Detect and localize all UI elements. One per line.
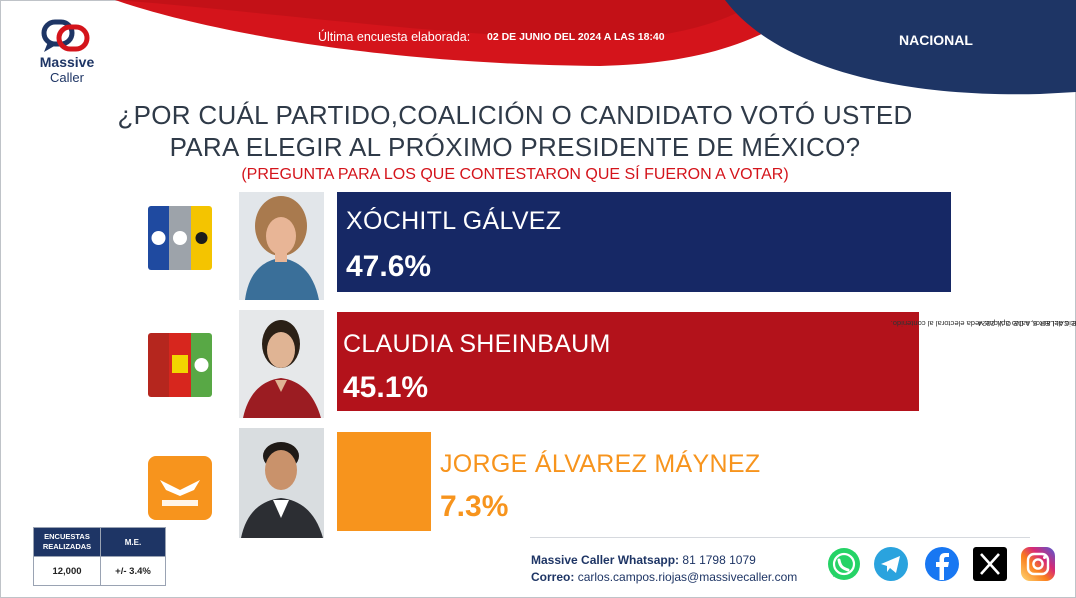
header-swoosh xyxy=(115,0,1076,95)
candidate-name-jorge: JORGE ÁLVAREZ MÁYNEZ xyxy=(440,450,761,478)
question-line2: PARA ELEGIR AL PRÓXIMO PRESIDENTE DE MÉX… xyxy=(169,132,861,162)
candidate-name-claudia: CLAUDIA SHEINBAUM xyxy=(343,330,611,358)
question-note: (PREGUNTA PARA LOS QUE CONTESTARON QUE S… xyxy=(241,166,789,183)
brand-logo: Massive Caller xyxy=(34,18,100,88)
survey-label: Última encuesta elaborada: xyxy=(318,30,471,44)
x-icon[interactable] xyxy=(972,546,1008,582)
instagram-icon[interactable] xyxy=(1020,546,1056,582)
email-label: Correo: xyxy=(531,570,575,584)
candidate-photo-xochitl xyxy=(239,192,324,300)
legal-line-2: Se autoriza la reproducción al hacer ref… xyxy=(890,318,1076,328)
coalition-logo-morena-pt-verde xyxy=(148,333,212,397)
footer-divider xyxy=(530,537,1030,538)
candidate-photo-claudia xyxy=(239,310,324,418)
legal-text-vertical: D.R. (C) MASSIVE CALLER S.A DE C.V. 2024… xyxy=(890,128,1076,518)
chat-bubbles-icon xyxy=(41,19,90,52)
header-banner xyxy=(0,0,1076,100)
me-header: M.E. xyxy=(100,527,166,557)
scope-label: NACIONAL xyxy=(899,32,973,48)
me-value: +/- 3.4% xyxy=(100,556,166,586)
email-address: carlos.campos.riojas@massivecaller.com xyxy=(577,570,798,584)
whatsapp-contact: Massive Caller Whatsapp: 81 1798 1079 xyxy=(531,553,756,567)
coalition-logo-pan-pri-prd xyxy=(148,206,212,270)
candidate-photo-jorge xyxy=(239,428,324,538)
party-logo-movimiento-ciudadano xyxy=(148,456,212,520)
encuestas-value: 12,000 xyxy=(33,556,101,586)
whatsapp-icon[interactable] xyxy=(826,546,862,582)
question-line1: ¿POR CUÁL PARTIDO,COALICIÓN O CANDIDATO … xyxy=(117,100,913,130)
whatsapp-number: 81 1798 1079 xyxy=(682,553,756,567)
value-label-claudia: 45.1% xyxy=(343,371,429,404)
brand-name-line2: Caller xyxy=(50,70,84,85)
bar-xochitl-galvez xyxy=(337,192,951,292)
bar-claudia-sheinbaum xyxy=(337,312,919,411)
candidate-name-xochitl: XÓCHITL GÁLVEZ xyxy=(346,207,562,235)
survey-date: 02 DE JUNIO DEL 2024 A LAS 18:40 xyxy=(487,31,665,43)
value-label-jorge: 7.3% xyxy=(440,490,509,523)
whatsapp-label: Massive Caller Whatsapp: xyxy=(531,553,680,567)
methodology-table: ENCUESTAS REALIZADAS M.E. 12,000 +/- 3.4… xyxy=(33,527,166,586)
telegram-icon[interactable] xyxy=(873,546,909,582)
facebook-icon[interactable] xyxy=(924,546,960,582)
bar-jorge-alvarez-maynez xyxy=(337,432,431,531)
brand-name-line1: Massive xyxy=(39,54,95,70)
encuestas-header: ENCUESTAS REALIZADAS xyxy=(33,527,101,557)
email-contact: Correo: carlos.campos.riojas@massivecall… xyxy=(531,570,797,584)
value-label-xochitl: 47.6% xyxy=(346,250,432,283)
